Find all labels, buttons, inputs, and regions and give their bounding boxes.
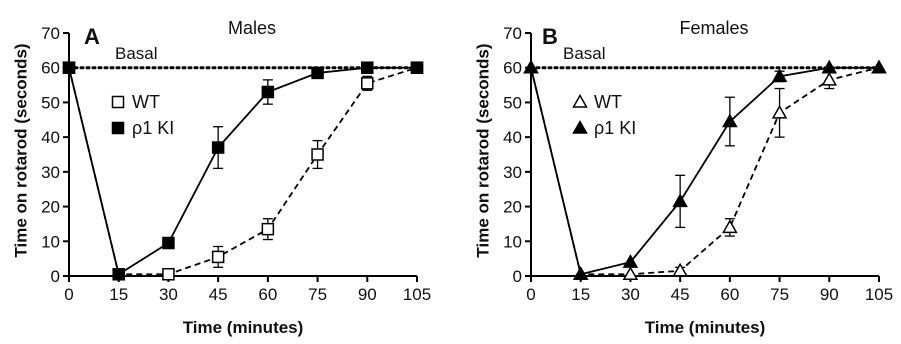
y-tick-label: 50 — [41, 93, 60, 112]
legend-marker — [111, 121, 125, 135]
y-axis-title: Time on rotarod (seconds) — [473, 43, 492, 257]
basal-label: Basal — [115, 44, 158, 63]
data-point — [261, 85, 275, 99]
y-tick-label: 70 — [503, 24, 522, 43]
data-point — [672, 193, 688, 208]
data-point — [622, 254, 639, 268]
series-wt — [523, 59, 887, 281]
series-line — [530, 66, 879, 276]
x-tick-label: 45 — [671, 285, 690, 304]
data-point — [162, 268, 175, 281]
data-point — [211, 250, 225, 264]
data-point — [211, 141, 225, 154]
series-line — [68, 66, 417, 276]
data-point — [62, 61, 76, 74]
y-tick-label: 20 — [503, 198, 522, 217]
legend: WT ρ1 KI — [111, 92, 174, 138]
data-point — [722, 113, 738, 128]
x-tick-label: 15 — [109, 285, 128, 304]
series-rho1-ki — [62, 61, 424, 281]
legend-label: ρ1 KI — [594, 118, 636, 138]
y-tick-label: 60 — [503, 59, 522, 78]
y-tick-label: 0 — [513, 267, 522, 286]
y-axis-title: Time on rotarod (seconds) — [11, 43, 30, 257]
data-point — [771, 104, 788, 119]
x-tick-label: 0 — [526, 285, 535, 304]
data-point — [410, 61, 424, 74]
data-point — [311, 148, 324, 161]
data-point — [672, 262, 688, 277]
data-point — [572, 266, 589, 281]
y-tick-label: 50 — [503, 93, 522, 112]
panel-letter: B — [542, 24, 558, 49]
data-point — [771, 68, 788, 83]
y-tick-label: 10 — [503, 232, 522, 251]
legend-marker — [111, 95, 125, 109]
legend-label: WT — [132, 92, 160, 112]
data-point — [361, 77, 374, 90]
data-point — [162, 236, 175, 250]
data-point — [821, 71, 838, 86]
series-line — [68, 66, 418, 276]
series-line — [530, 66, 880, 276]
x-tick-label: 45 — [209, 285, 228, 304]
x-tick-label: 60 — [258, 285, 277, 304]
basal-label: Basal — [563, 44, 606, 63]
y-tick-label: 40 — [41, 128, 60, 147]
y-tick-label: 20 — [41, 198, 60, 217]
x-tick-label: 30 — [159, 285, 178, 304]
legend: WT ρ1 KI — [572, 92, 636, 138]
data-point — [622, 266, 639, 281]
x-tick-label: 0 — [64, 285, 73, 304]
panel-title: Females — [679, 18, 748, 38]
legend-label: ρ1 KI — [132, 118, 174, 138]
x-tick-label: 90 — [820, 285, 839, 304]
x-axis-title: Time (minutes) — [645, 318, 766, 337]
y-tick-label: 30 — [503, 163, 522, 182]
data-point — [821, 59, 838, 74]
data-point — [261, 222, 275, 236]
data-point — [722, 219, 738, 234]
chart-panel-a: 0 10 20 30 40 50 60 70 0 15 30 45 60 75 90 105 Time (min… — [11, 18, 431, 337]
y-tick-label: 10 — [41, 232, 60, 251]
x-tick-label: 60 — [720, 285, 739, 304]
y-tick-label: 60 — [41, 59, 60, 78]
series-wt — [62, 61, 424, 281]
x-tick-label: 75 — [770, 285, 789, 304]
x-tick-label: 15 — [571, 285, 590, 304]
series-rho1-ki — [523, 59, 887, 281]
data-point — [112, 268, 125, 281]
legend-label: WT — [594, 92, 622, 112]
chart-panel-b: 0 10 20 30 40 50 60 70 0 15 30 45 60 75 90 105 Time (min… — [473, 18, 893, 337]
panel-letter: A — [84, 24, 100, 49]
data-point — [361, 61, 374, 74]
x-tick-label: 105 — [865, 285, 893, 304]
y-tick-label: 0 — [51, 267, 60, 286]
y-tick-label: 30 — [41, 163, 60, 182]
data-point — [523, 59, 539, 74]
legend-marker — [572, 119, 588, 134]
x-axis-title: Time (minutes) — [183, 318, 304, 337]
x-tick-label: 75 — [308, 285, 327, 304]
x-tick-label: 30 — [621, 285, 640, 304]
data-point — [871, 59, 887, 74]
legend-marker — [572, 93, 588, 108]
data-point — [311, 66, 324, 80]
x-tick-label: 90 — [358, 285, 377, 304]
y-tick-label: 70 — [41, 24, 60, 43]
y-tick-label: 40 — [503, 128, 522, 147]
x-tick-label: 105 — [403, 285, 431, 304]
panel-title: Males — [228, 18, 276, 38]
